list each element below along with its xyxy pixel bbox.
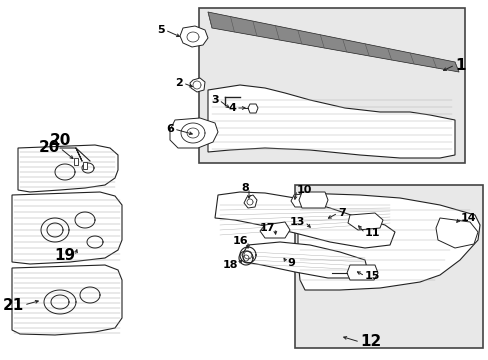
Text: 2: 2 bbox=[175, 78, 183, 88]
Polygon shape bbox=[247, 104, 258, 113]
Text: 17: 17 bbox=[259, 223, 274, 233]
Text: 21: 21 bbox=[3, 297, 24, 312]
Text: 12: 12 bbox=[359, 334, 381, 350]
Polygon shape bbox=[12, 192, 122, 264]
Text: 10: 10 bbox=[296, 185, 312, 195]
Polygon shape bbox=[260, 222, 289, 238]
Text: 7: 7 bbox=[337, 208, 345, 218]
Polygon shape bbox=[242, 242, 367, 278]
Text: 8: 8 bbox=[241, 183, 248, 193]
Polygon shape bbox=[298, 192, 327, 208]
Text: 14: 14 bbox=[460, 213, 476, 223]
Polygon shape bbox=[83, 162, 87, 169]
Polygon shape bbox=[297, 193, 479, 290]
Polygon shape bbox=[180, 26, 207, 47]
Text: 20: 20 bbox=[49, 133, 71, 148]
Bar bbox=[294, 185, 482, 348]
Polygon shape bbox=[207, 12, 458, 72]
Polygon shape bbox=[347, 213, 382, 230]
Polygon shape bbox=[74, 158, 78, 165]
Text: 20: 20 bbox=[39, 140, 60, 156]
Polygon shape bbox=[244, 195, 257, 208]
Polygon shape bbox=[18, 145, 118, 192]
Text: 19: 19 bbox=[54, 248, 75, 264]
Text: 13: 13 bbox=[289, 217, 305, 227]
Text: 16: 16 bbox=[232, 236, 247, 246]
Text: 5: 5 bbox=[157, 25, 164, 35]
Polygon shape bbox=[207, 85, 454, 158]
Text: 9: 9 bbox=[286, 258, 294, 268]
Text: 1: 1 bbox=[454, 58, 465, 72]
Polygon shape bbox=[435, 218, 477, 248]
Text: 15: 15 bbox=[364, 271, 380, 281]
Polygon shape bbox=[346, 265, 377, 280]
Polygon shape bbox=[290, 193, 314, 207]
Polygon shape bbox=[190, 78, 204, 92]
Text: 4: 4 bbox=[228, 103, 236, 113]
Polygon shape bbox=[170, 118, 218, 148]
Text: 18: 18 bbox=[222, 260, 238, 270]
Text: 3: 3 bbox=[211, 95, 219, 105]
Polygon shape bbox=[12, 265, 122, 335]
Text: 6: 6 bbox=[166, 124, 174, 134]
Bar bbox=[199, 8, 464, 163]
Polygon shape bbox=[215, 192, 394, 248]
Text: 11: 11 bbox=[364, 228, 380, 238]
